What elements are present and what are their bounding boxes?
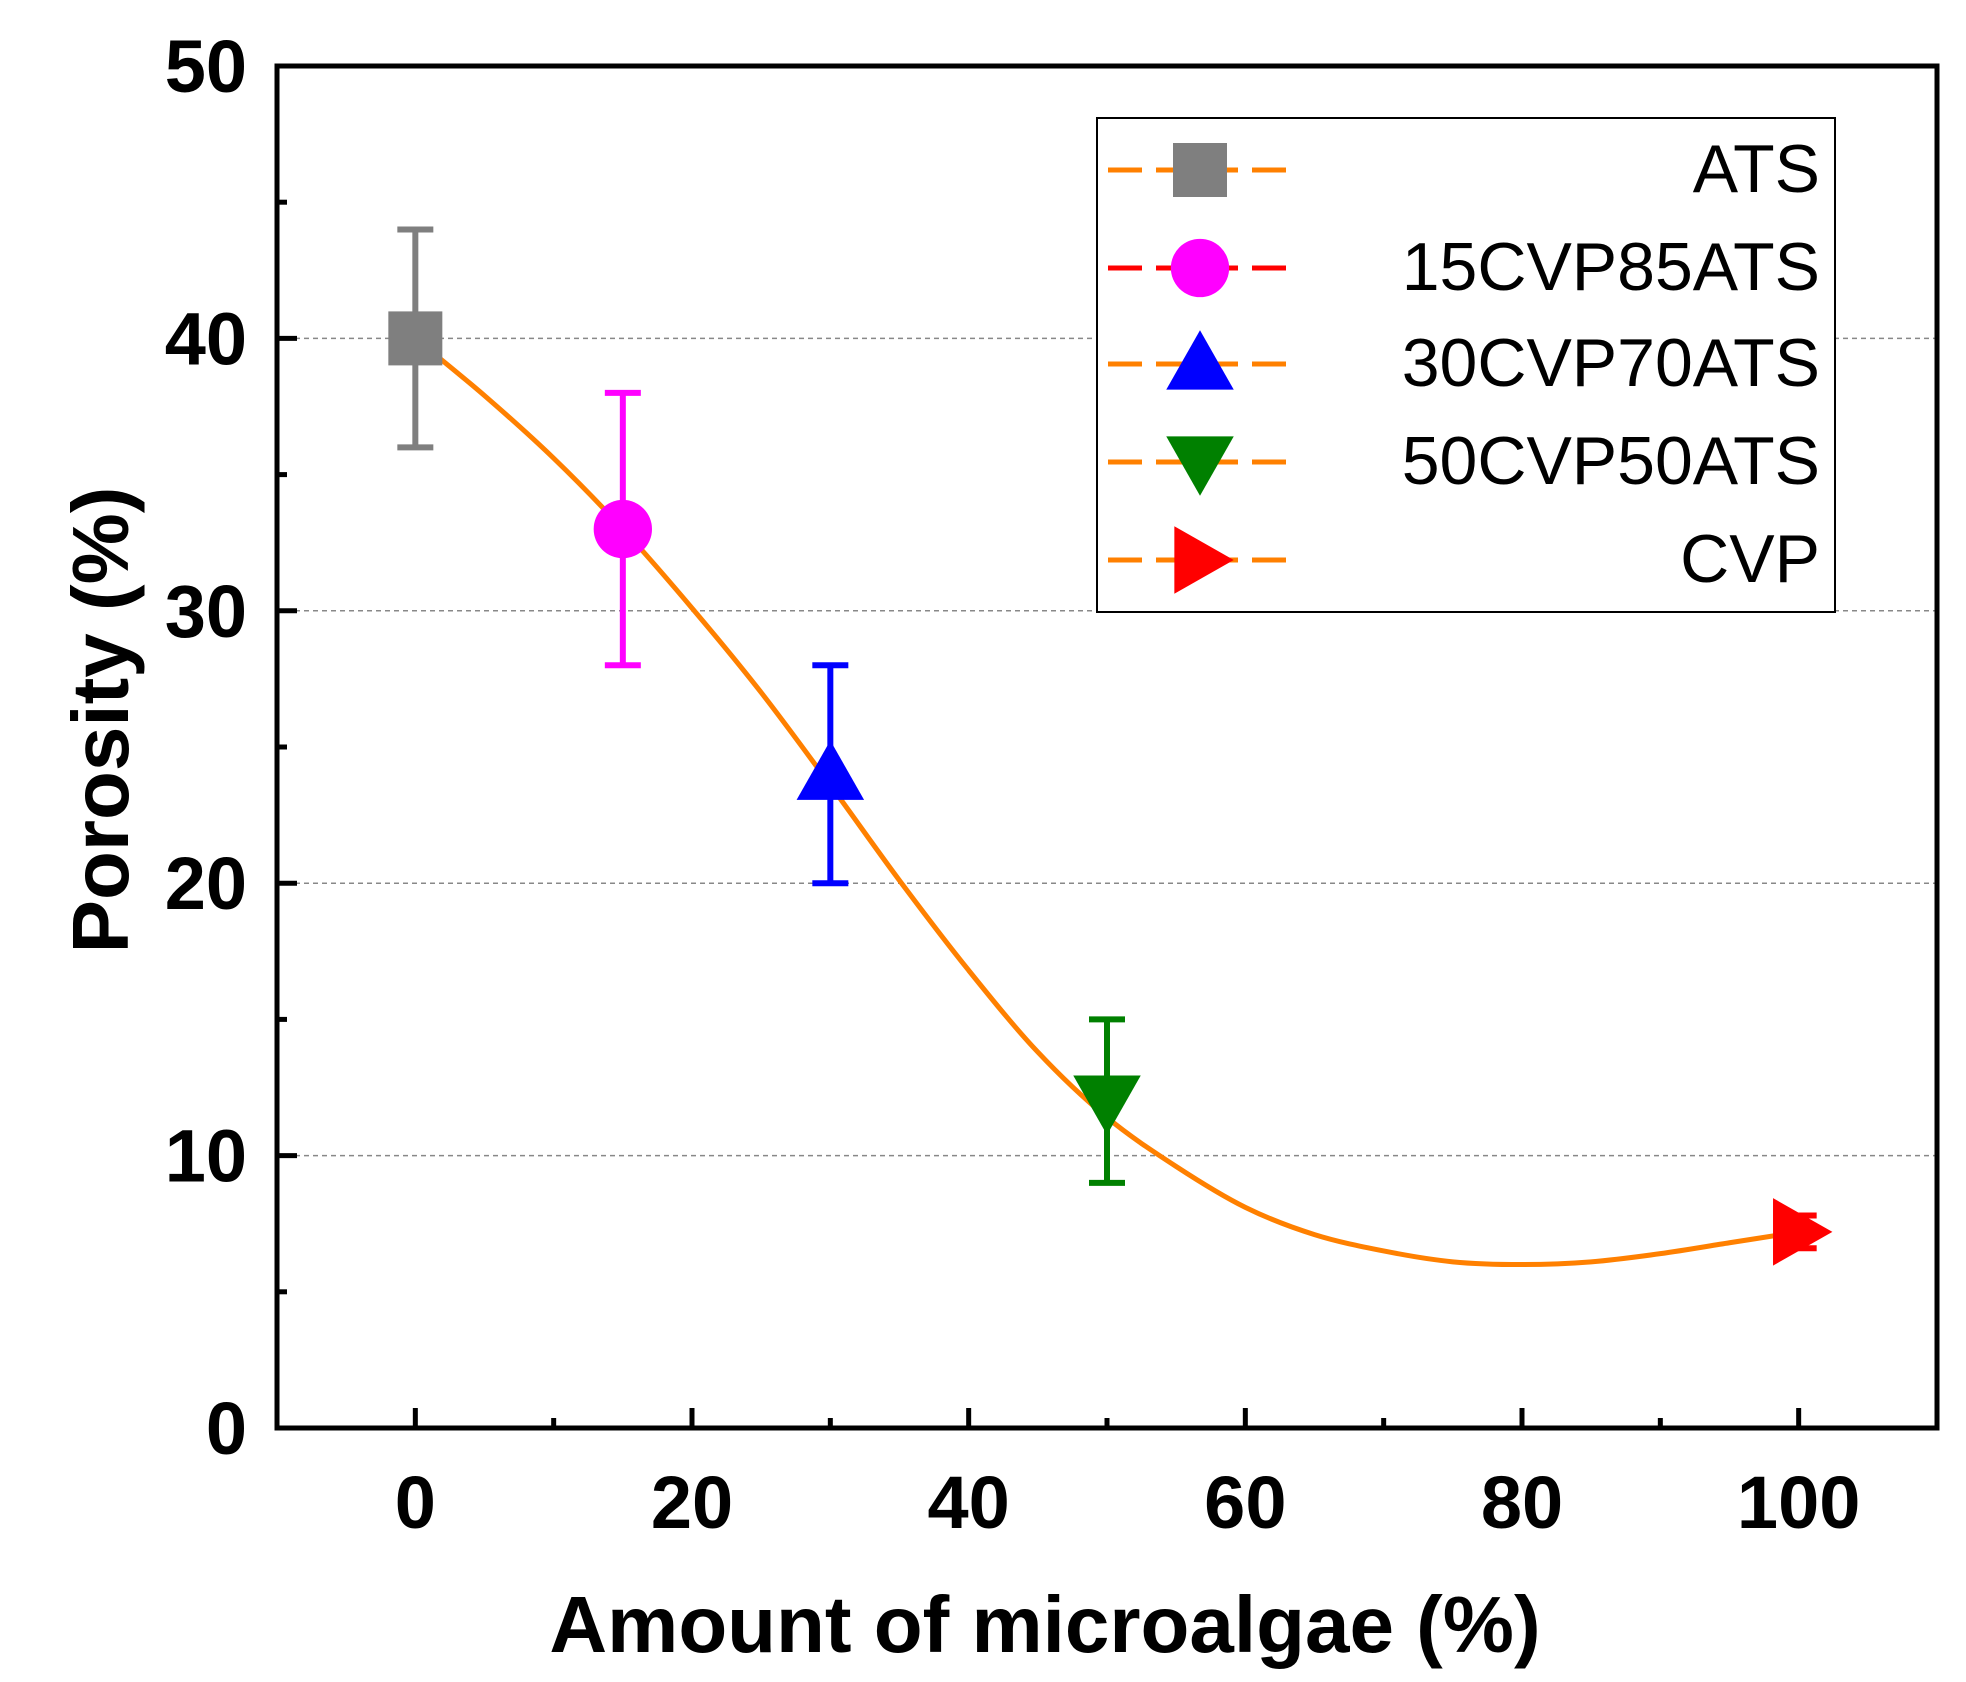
y-tick-label-50: 50 — [165, 25, 247, 108]
x-tick-label-60: 60 — [1204, 1461, 1286, 1544]
x-tick-label-100: 100 — [1737, 1461, 1860, 1544]
legend-label-cvp: CVP — [1680, 521, 1820, 597]
point-15cvp85ats — [593, 499, 652, 559]
x-tick-label-20: 20 — [651, 1461, 733, 1544]
point-30cvp70ats — [796, 740, 865, 800]
y-axis-title: Porosity (%) — [56, 487, 145, 954]
y-tick-label-30: 30 — [165, 570, 247, 653]
point-50cvp50ats — [1073, 1075, 1141, 1135]
legend-label-30cvp70ats: 30CVP70ATS — [1402, 325, 1820, 401]
x-tick-label-40: 40 — [928, 1461, 1010, 1544]
legend-marker-ats — [1173, 143, 1227, 197]
x-tick-label-0: 0 — [395, 1461, 436, 1544]
x-axis-title: Amount of microalgae (%) — [549, 1580, 1540, 1669]
y-tick-label-20: 20 — [165, 842, 247, 925]
legend-marker-50cvp50ats — [1166, 436, 1234, 496]
legend-marker-cvp — [1174, 526, 1234, 594]
legend-label-15cvp85ats: 15CVP85ATS — [1402, 229, 1820, 305]
legend-rows — [1108, 143, 1295, 594]
axis-ticks: 0 20 40 60 80 100 0 10 20 30 40 50 — [165, 25, 1861, 1544]
legend-label-ats: ATS — [1693, 131, 1820, 207]
y-tick-label-10: 10 — [165, 1115, 247, 1198]
legend-label-50cvp50ats: 50CVP50ATS — [1402, 423, 1820, 499]
point-cvp — [1773, 1198, 1833, 1266]
legend: ATS 15CVP85ATS 30CVP70ATS 50CVP50ATS CVP — [1096, 117, 1836, 613]
y-tick-label-40: 40 — [165, 297, 247, 380]
legend-marker-30cvp70ats — [1166, 330, 1234, 390]
legend-marker-15cvp85ats — [1170, 238, 1230, 298]
y-tick-label-0: 0 — [206, 1387, 247, 1470]
x-tick-label-80: 80 — [1481, 1461, 1563, 1544]
data-points-group — [388, 226, 1833, 1266]
point-ats — [388, 311, 443, 366]
